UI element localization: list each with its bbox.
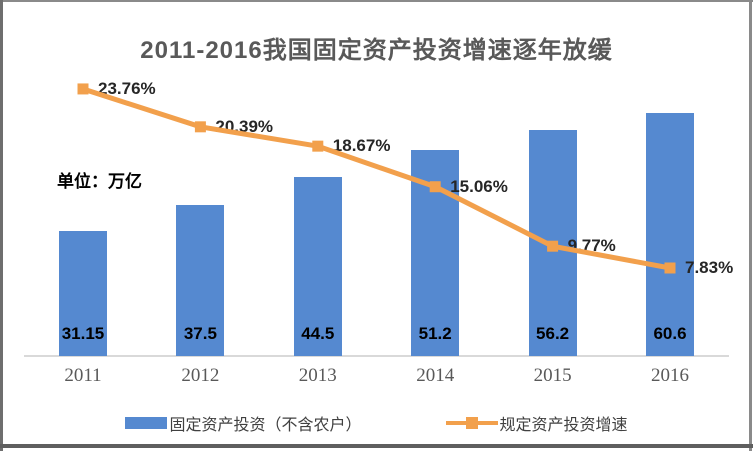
line-point-label: 7.83% (685, 257, 734, 277)
line-point-label: 15.06% (450, 176, 508, 196)
legend-label-line-series: 规定资产投资增速 (499, 417, 628, 434)
x-tick-label: 2011 (64, 365, 102, 386)
frame-border-left (0, 0, 3, 451)
line-series-swatch-icon (445, 417, 498, 429)
frame-border-right (749, 0, 752, 451)
frame-border-bottom (0, 444, 753, 448)
legend: 固定资产投资（不含农户） 规定资产投资增速 (0, 408, 753, 438)
bar-value-label: 51.2 (418, 324, 452, 343)
legend-label-bar-series: 固定资产投资（不含农户） (169, 417, 362, 434)
bar-2016 (646, 112, 694, 356)
chart-title: 2011-2016我国固定资产投资增速逐年放缓 (140, 37, 613, 64)
legend-item-line-series: 规定资产投资增速 (445, 411, 628, 435)
legend-item-bar-series: 固定资产投资（不含农户） (125, 411, 362, 435)
x-axis-line (24, 355, 729, 357)
bar-series-swatch-icon (125, 417, 168, 429)
x-tick-label: 2012 (181, 365, 220, 386)
square-marker (194, 121, 206, 133)
line-point-label: 23.76% (98, 78, 156, 98)
bar-value-label: 37.5 (183, 324, 217, 343)
x-tick-label: 2015 (533, 365, 572, 386)
line-point-label: 18.67% (332, 136, 391, 156)
x-tick-label: 2014 (416, 365, 455, 386)
bar-value-label: 31.15 (61, 324, 105, 343)
bar-value-label: 56.2 (536, 324, 570, 343)
bar-value-label: 60.6 (653, 324, 687, 343)
line-point-label: 20.39% (215, 116, 274, 136)
x-tick-label: 2013 (298, 365, 337, 386)
x-tick-label: 2016 (651, 365, 689, 386)
bar-value-label: 44.5 (301, 324, 335, 343)
legend-square-marker (465, 417, 478, 429)
square-marker (77, 83, 89, 95)
frame-border-top (0, 0, 753, 2)
line-point-label: 9.77% (567, 236, 616, 256)
square-marker (312, 140, 324, 152)
